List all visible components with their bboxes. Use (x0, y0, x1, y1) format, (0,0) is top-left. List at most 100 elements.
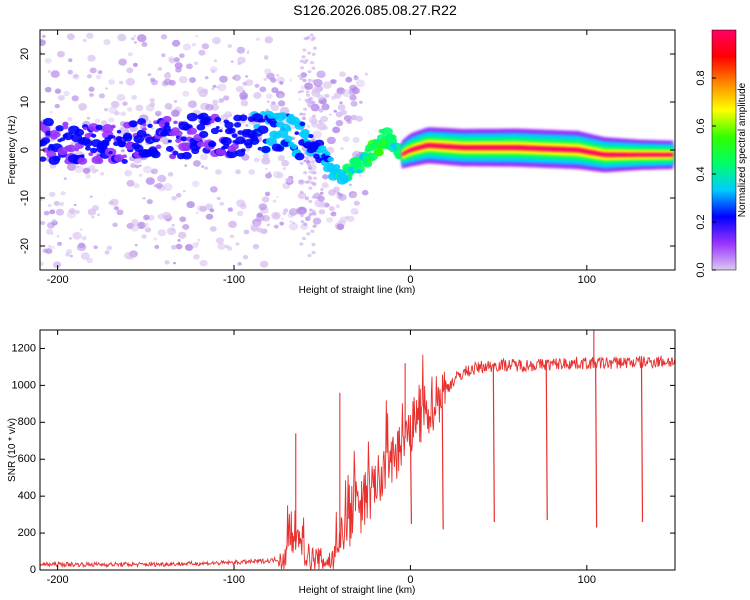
spectrogram-noise-blob (195, 241, 200, 245)
spectrogram-ridge-blob (230, 143, 239, 150)
spectrogram-noise-blob (263, 77, 268, 81)
spectrogram-noise-blob (247, 49, 250, 52)
spectrogram-noise-blob (330, 211, 337, 217)
spectrogram-noise-blob (318, 209, 326, 215)
snr-ytick-label: 800 (18, 416, 36, 428)
spectrogram-noise-blob (116, 209, 124, 216)
spectrogram-noise-blob (271, 211, 281, 220)
spectrogram-noise-blob (226, 246, 233, 251)
spectrogram-noise-blob (149, 102, 155, 107)
spectrogram-ridge-blob (167, 139, 172, 143)
spectrogram-noise-blob (248, 169, 256, 175)
spectrogram-y-ticks: -20 -10 0 10 20 (19, 48, 675, 254)
spectrogram-noise-blob (328, 206, 335, 212)
spectrogram-noise-blob (52, 261, 62, 269)
spectrogram-noise-blob (303, 159, 307, 163)
spectrogram-ridge-blob (55, 125, 64, 132)
spectrogram-ridge-blob (128, 120, 138, 128)
spectrogram-noise-blob (78, 242, 86, 249)
spectrogram-noise-blob (163, 78, 172, 86)
spectrogram-noise-blob (80, 108, 84, 111)
spectrogram-streak-blob (306, 93, 311, 97)
spectrogram-ridge-blob (62, 121, 69, 127)
spectrogram-noise-blob (153, 184, 158, 188)
spectrogram-streak-blob (311, 36, 316, 40)
spectrogram-streak-blob (310, 160, 315, 164)
spectrogram-noise-blob (71, 95, 79, 102)
spectrogram-noise-blob (361, 189, 369, 196)
spectrogram-streak-blob (311, 243, 316, 247)
spectrogram-noise-blob (161, 211, 172, 220)
spectrogram-noise-blob (215, 169, 222, 175)
spectrogram-noise-blob (91, 205, 100, 212)
spectrogram-noise-blob (179, 53, 185, 59)
spectrogram-noise-blob (56, 235, 60, 238)
spectrogram-ridge-blob (224, 121, 234, 129)
spectrogram-noise-blob (126, 252, 136, 260)
spectrogram-ridge-blob (90, 147, 98, 154)
spectrogram-ridge-blob (215, 147, 226, 156)
spectrogram-streak-blob (311, 250, 316, 255)
spectrogram-noise-blob (331, 95, 336, 100)
spectrogram-noise-blob (332, 126, 341, 134)
snr-ytick-label: 200 (18, 527, 36, 539)
spectrogram-ridge-blob (294, 131, 300, 135)
spectrogram-noise-blob (93, 245, 98, 250)
spectrogram-noise-blob (217, 242, 226, 250)
spectrogram-noise-blob (265, 93, 273, 99)
spectrogram-noise-blob (76, 165, 80, 169)
spectrogram-noise-blob (142, 165, 152, 174)
colorbar-tick-label: 0.8 (695, 70, 707, 85)
spectrogram-noise-blob (219, 201, 225, 206)
spectrogram-noise-blob (266, 223, 270, 227)
spectrogram-noise-blob (133, 183, 140, 189)
spectrogram-noise-blob (329, 113, 332, 116)
spectrogram-noise-blob (305, 85, 309, 88)
spectrogram-ytick-label: 20 (19, 48, 31, 60)
spectrogram-ridge-blob (142, 123, 147, 127)
spectrogram-noise-blob (245, 124, 249, 127)
spectrogram-noise-blob (112, 222, 118, 228)
spectrogram-noise-blob (264, 191, 271, 197)
spectrogram-streak-blob (308, 213, 313, 217)
spectrogram-noise-blob (297, 192, 307, 200)
colorbar-tick-label: 0.6 (695, 118, 707, 133)
spectrogram-ridge-blob (83, 126, 88, 131)
spectrogram-noise-blob (99, 171, 105, 176)
spectrogram-noise-blob (96, 213, 101, 217)
spectrogram-noise-blob (40, 39, 46, 47)
spectrogram-x-axis-label: Height of straight line (km) (299, 285, 416, 296)
spectrogram-noise-blob (298, 98, 302, 101)
spectrogram-streak-blob (307, 83, 312, 87)
snr-x-ticks: -200 -100 0 100 (47, 330, 596, 586)
spectrogram-noise-blob (261, 214, 271, 222)
spectrogram-noise-blob (339, 101, 343, 105)
spectrogram-noise-blob (350, 100, 358, 107)
spectrogram-noise-blob (358, 173, 363, 177)
spectrogram-noise-blob (340, 147, 344, 151)
spectrogram-noise-blob (144, 227, 152, 233)
spectrogram-noise-blob (342, 136, 350, 142)
spectrogram-noise-blob (337, 104, 346, 111)
spectrogram-streak-blob (309, 33, 314, 37)
spectrogram-ridge-blob (228, 127, 236, 134)
spectrogram-noise-blob (211, 69, 216, 74)
spectrogram-noise-blob (227, 207, 233, 212)
spectrogram-noise-blob (40, 196, 44, 201)
spectrogram-streak-blob (307, 51, 312, 55)
spectrogram-noise-blob (186, 201, 195, 209)
spectrogram-noise-blob (305, 160, 311, 165)
spectrogram-ridge-blob (348, 176, 353, 180)
spectrogram-noise-blob (353, 200, 360, 206)
spectrogram-streak-blob (299, 59, 304, 63)
spectrogram-noise-blob (51, 219, 57, 223)
spectrogram-noise-blob (320, 188, 324, 191)
spectrogram-ridge-blob (196, 123, 206, 131)
spectrogram-noise-blob (120, 149, 125, 153)
spectrogram-noise-blob (345, 76, 353, 83)
spectrogram-y-axis-label: Frequency (Hz) (7, 116, 18, 185)
spectrogram-noise-blob (209, 208, 215, 213)
spectrogram-ridge-blob (108, 151, 113, 155)
spectrogram-ridge-blob (113, 154, 125, 163)
